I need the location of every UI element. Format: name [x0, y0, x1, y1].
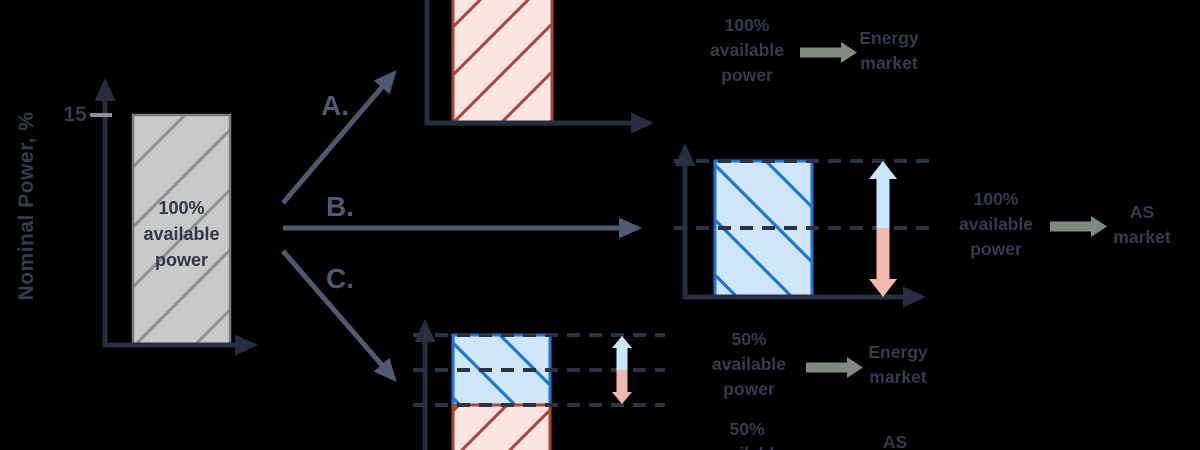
- flow-b-power-label: 100% available power: [959, 189, 1033, 259]
- y-axis-tick-label: 15: [63, 103, 87, 126]
- bar-c-energy: [451, 403, 552, 450]
- right-arrow-icon: [806, 357, 863, 378]
- flow-c-as-power-label: 50% available power: [710, 419, 784, 450]
- diagram-a-axes: [424, 0, 654, 134]
- up-regulation-arrow-c: [612, 336, 632, 370]
- source-bar-label: 100% available power: [143, 198, 220, 270]
- branch-label-c: C.: [326, 263, 354, 294]
- diagram-b-axes: [674, 143, 926, 308]
- up-regulation-arrow-b: [869, 161, 897, 228]
- down-regulation-arrow-c: [612, 370, 632, 404]
- flow-a-market-label: Energy market: [859, 28, 919, 73]
- source-axes: [94, 78, 258, 356]
- flow-c-energy-power-label: 50% available power: [712, 329, 786, 399]
- y-axis-label: Nominal Power, %: [15, 111, 38, 301]
- down-regulation-arrow-b: [869, 228, 897, 297]
- branch-arrow-c: [281, 249, 397, 383]
- bar-a-energy: [451, 0, 554, 125]
- flow-b-market-label: AS market: [1113, 202, 1171, 247]
- flow-c-as-market-label: AS market: [882, 432, 908, 450]
- right-arrow-icon: [1050, 216, 1107, 237]
- branch-arrow-a: [281, 69, 397, 205]
- right-arrow-icon: [800, 42, 857, 63]
- branch-label-b: B.: [326, 191, 354, 222]
- flow-a-power-label: 100% available power: [710, 15, 784, 85]
- flow-c-energy-market-label: Energy market: [868, 342, 928, 387]
- branch-label-a: A.: [321, 90, 349, 121]
